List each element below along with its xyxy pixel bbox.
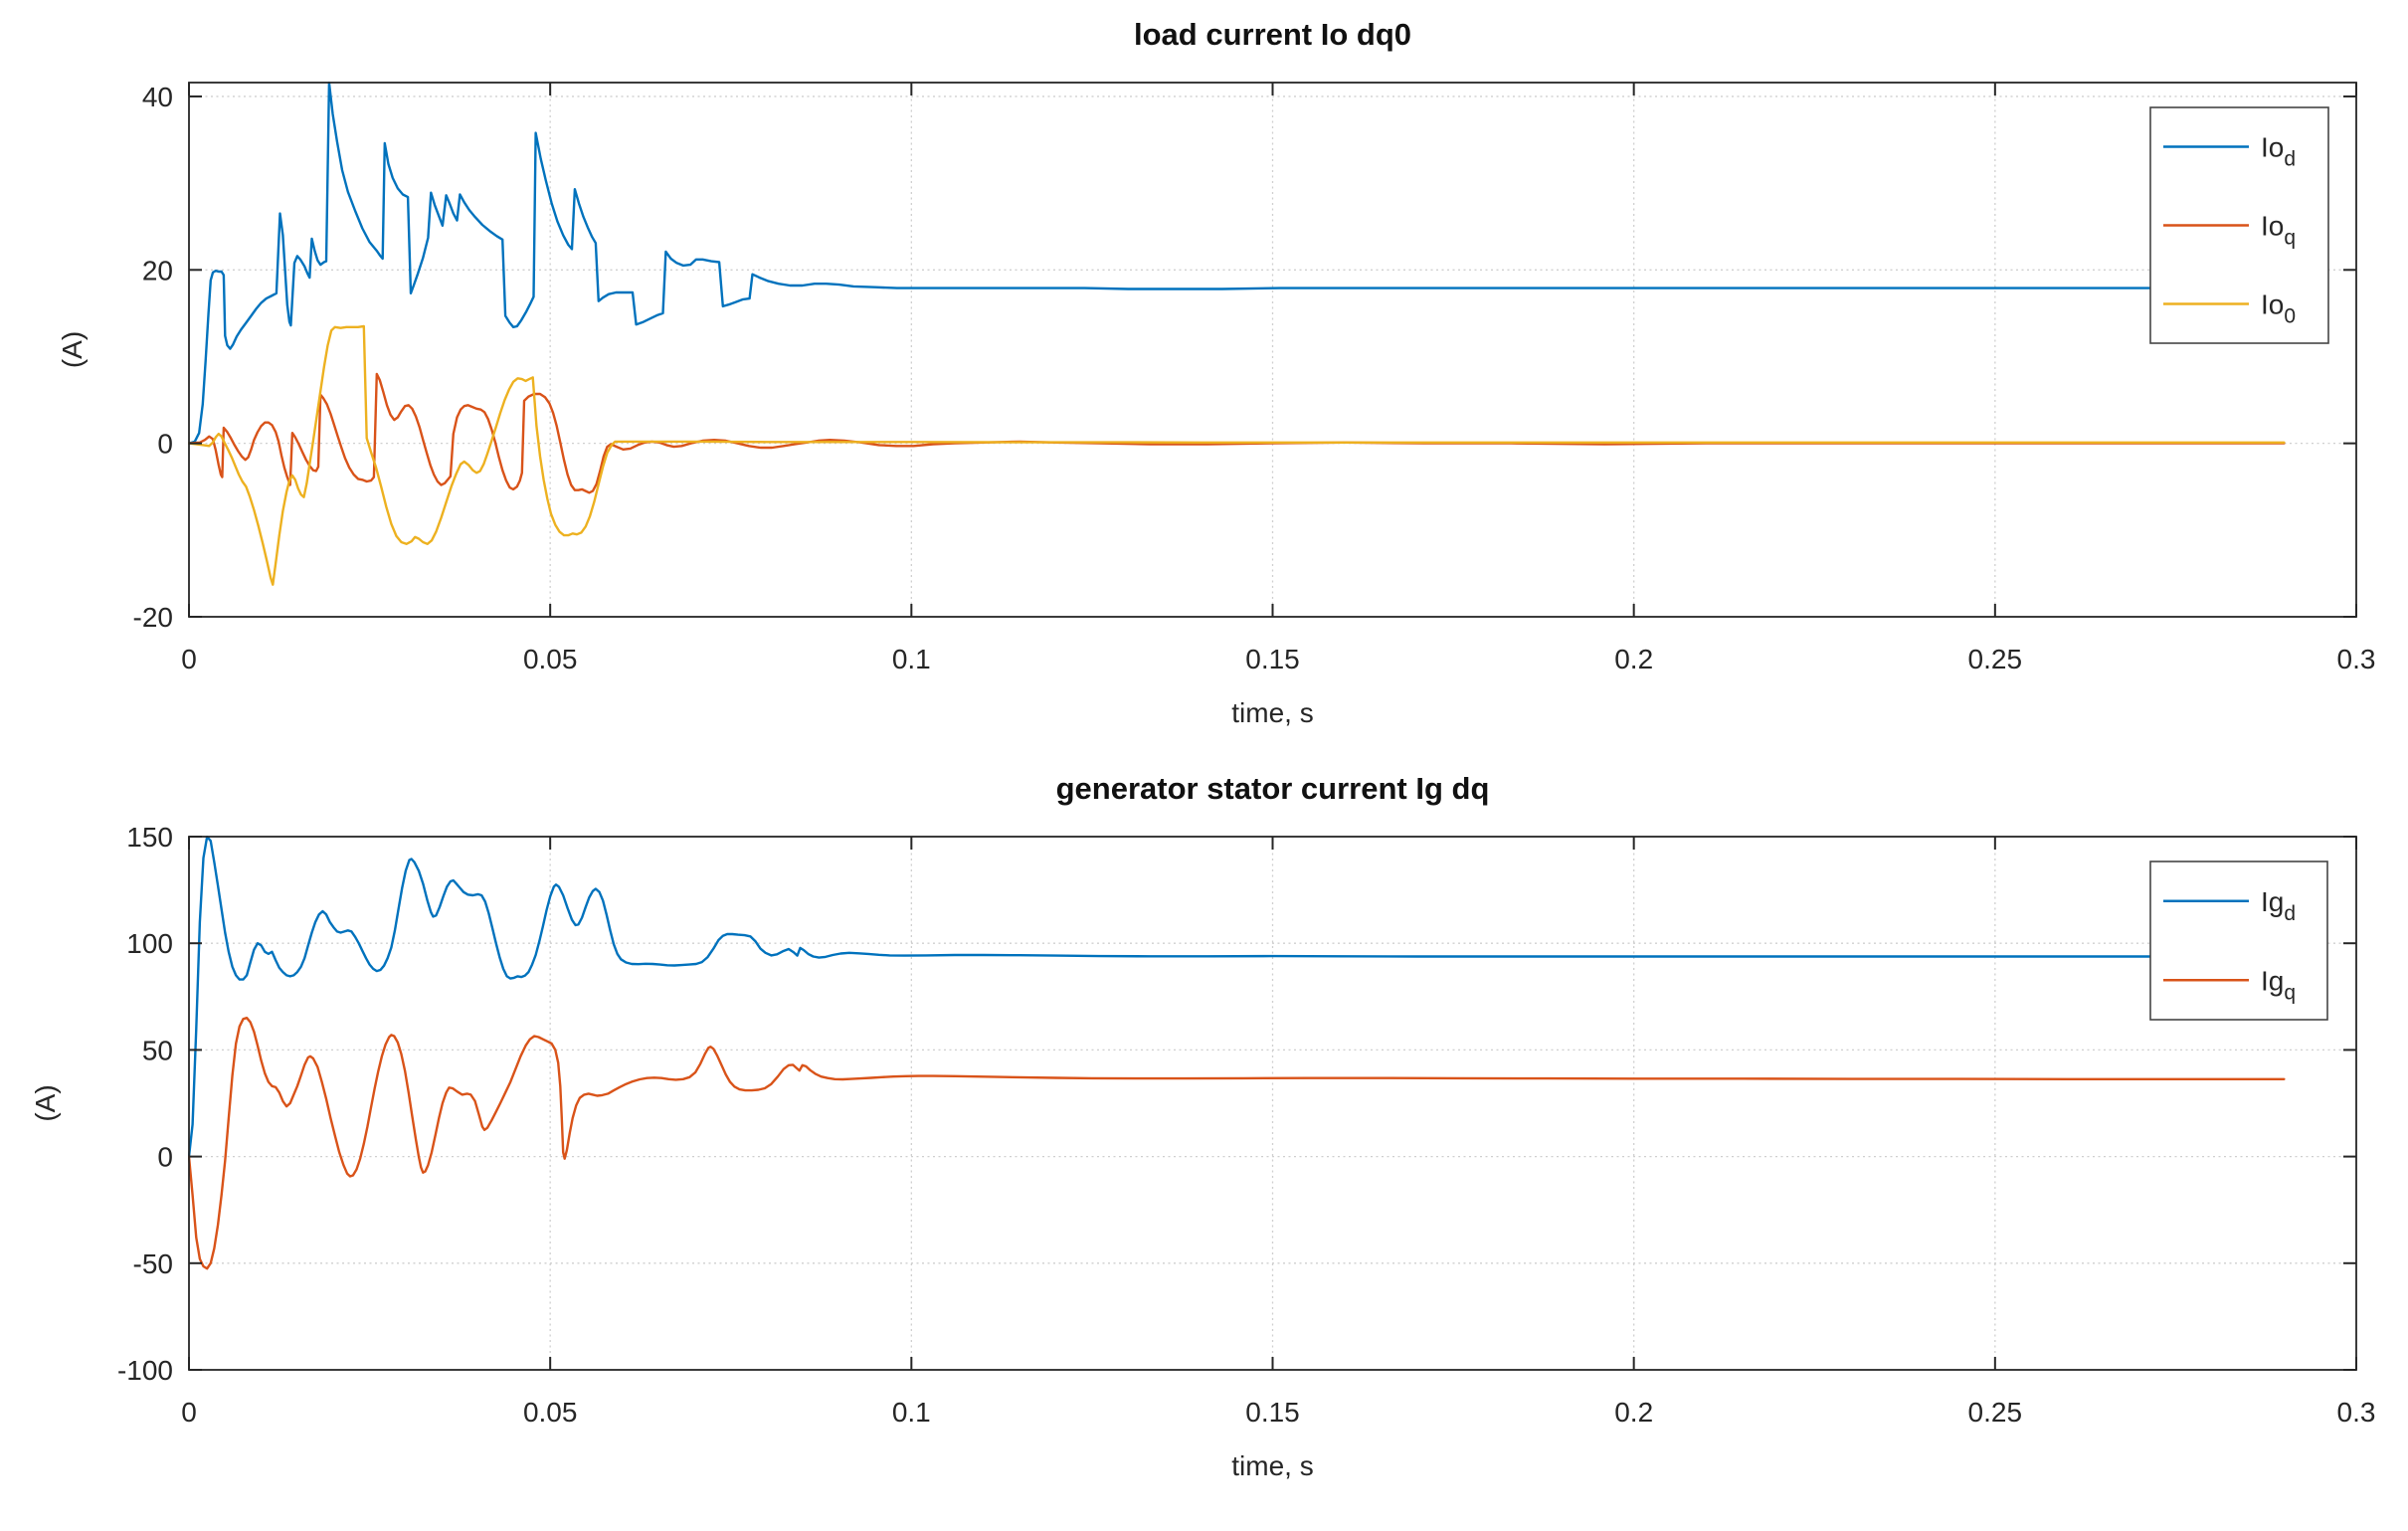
legend-label: Ioq [2261,211,2296,250]
x-tick-label: 0.05 [523,1397,578,1428]
x-tick-label: 0.25 [1968,644,2023,674]
x-tick-label: 0.2 [1614,644,1653,674]
x-axis-label: time, s [1231,1450,1313,1481]
x-tick-label: 0.25 [1968,1397,2023,1428]
subplot-load-current: 0 0.05 0.1 0.15 0.2 0.25 0.3 -20 0 20 40 load curre… [57,17,2375,728]
series-line-Ig_d [188,836,2286,1158]
x-axis-label: time, s [1231,697,1313,728]
x-tick-label: 0 [181,1397,197,1428]
x-tick-label: 0.3 [2337,644,2376,674]
y-tick-label: -50 [133,1248,173,1279]
y-tick-label: 150 [126,822,173,853]
series-line-Io_d [188,82,2286,445]
x-tick-label: 0.3 [2337,1397,2376,1428]
plot-frame [188,836,2357,1371]
chart-title: generator stator current Ig dq [1056,771,1490,806]
x-tick-label: 0.15 [1245,644,1300,674]
y-tick-label: 20 [142,255,173,286]
legend-label: Io0 [2261,289,2296,328]
legend: Iod Ioq Io0 [2149,106,2329,344]
y-tick-label: 100 [126,928,173,959]
legend-box [2149,861,2328,1021]
y-tick-label: -20 [133,602,173,633]
x-tick-label: 0.1 [892,1397,931,1428]
series-line-Ig_q [188,1017,2286,1270]
legend: Igd Igq [2149,861,2328,1021]
y-tick-label: 0 [157,1142,173,1173]
y-axis-label: (A) [57,331,88,368]
plot-frame [188,82,2357,618]
y-tick-label: 40 [142,82,173,112]
x-tick-label: 0.05 [523,644,578,674]
y-tick-label: 0 [157,429,173,460]
y-tick-label: 50 [142,1035,173,1065]
legend-label: Iod [2261,132,2296,171]
series-line-Io_0 [188,324,2286,586]
x-tick-label: 0.15 [1245,1397,1300,1428]
y-tick-label: -100 [117,1355,173,1386]
x-tick-label: 0.2 [1614,1397,1653,1428]
chart-title: load current Io dq0 [1134,17,1411,52]
legend-label: Igd [2261,886,2296,925]
legend-label: Igq [2261,965,2296,1004]
x-tick-label: 0.1 [892,644,931,674]
subplot-generator-current: 0 0.05 0.1 0.15 0.2 0.25 0.3 -100 -50 0 50 100 150 ge… [30,771,2375,1481]
x-tick-label: 0 [181,644,197,674]
y-axis-label: (A) [30,1084,61,1121]
series-line-Io_q [188,372,2286,494]
